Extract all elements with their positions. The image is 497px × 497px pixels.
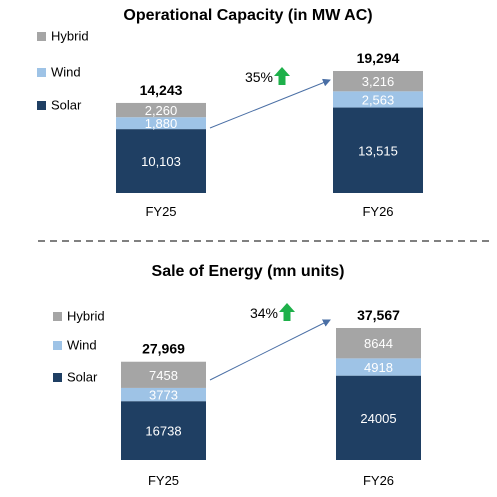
chart1-data-label-hybrid-fy26: 3,216 — [362, 74, 395, 89]
chart1-bar-hybrid-fy25 — [116, 102, 206, 118]
chart2-legend-label-hybrid: Hybrid — [67, 309, 105, 324]
chart2-total-fy25: 27,969 — [142, 341, 185, 357]
chart1-data-label-wind-fy26: 2,563 — [362, 92, 395, 107]
chart2-bar-wind-fy25 — [121, 387, 206, 402]
chart1-legend-label-wind: Wind — [51, 65, 81, 80]
chart2-legend-swatch-solar — [53, 373, 62, 382]
chart1-growth-up-arrow-icon — [274, 67, 290, 85]
chart1-bar-hybrid-fy26 — [333, 71, 423, 92]
chart1-data-label-solar-fy25: 10,103 — [141, 154, 181, 169]
chart2-legend-swatch-wind — [53, 341, 62, 350]
chart2-bar-wind-fy26 — [336, 358, 421, 376]
chart1-data-label-solar-fy26: 13,515 — [358, 143, 398, 158]
chart2-growth-label: 34% — [250, 305, 278, 321]
chart1-data-label-hybrid-fy25: 2,260 — [145, 103, 178, 118]
chart2-legend-label-wind: Wind — [67, 338, 97, 353]
chart2-legend-swatch-hybrid — [53, 312, 62, 321]
chart2-total-fy26: 37,567 — [357, 307, 400, 323]
chart1-title: Operational Capacity (in MW AC) — [123, 7, 372, 24]
chart1-legend-swatch-solar — [37, 101, 46, 110]
chart1-legend-label-solar: Solar — [51, 98, 82, 113]
chart1-bar-solar-fy25 — [116, 129, 206, 193]
chart1-legend-swatch-wind — [37, 68, 46, 77]
chart2-trend-arrow — [209, 319, 331, 381]
chart1-legend-swatch-hybrid — [37, 32, 46, 41]
chart1-legend-label-hybrid: Hybrid — [51, 29, 89, 44]
chart2-data-label-hybrid-fy25: 7458 — [149, 368, 178, 383]
chart2-bar-solar-fy26 — [336, 375, 421, 460]
chart1-data-label-wind-fy25: 1,880 — [145, 116, 178, 131]
chart2-data-label-wind-fy26: 4918 — [364, 360, 393, 375]
chart1-growth-label: 35% — [245, 69, 273, 85]
chart2-data-label-solar-fy26: 24005 — [360, 411, 396, 426]
chart2-legend-label-solar: Solar — [67, 370, 98, 385]
chart2-bar-hybrid-fy25 — [121, 361, 206, 388]
chart1-bar-wind-fy26 — [333, 91, 423, 108]
chart1-bar-solar-fy26 — [333, 107, 423, 193]
chart2-title: Sale of Energy (mn units) — [152, 263, 345, 280]
chart1-bar-wind-fy25 — [116, 117, 206, 130]
chart2-bar-solar-fy25 — [121, 401, 206, 460]
chart1-category-label-fy26: FY26 — [362, 204, 393, 219]
chart2-category-label-fy26: FY26 — [363, 473, 394, 488]
chart1-total-fy25: 14,243 — [140, 82, 183, 98]
chart2-data-label-solar-fy25: 16738 — [145, 424, 181, 439]
chart1-total-fy26: 19,294 — [357, 50, 400, 66]
chart2-data-label-wind-fy25: 3773 — [149, 388, 178, 403]
chart1-trend-arrow — [209, 78, 331, 129]
chart2-data-label-hybrid-fy26: 8644 — [364, 336, 393, 351]
chart2-category-label-fy25: FY25 — [148, 473, 179, 488]
chart2-growth-up-arrow-icon — [279, 303, 295, 321]
chart2-bar-hybrid-fy26 — [336, 328, 421, 359]
chart1-category-label-fy25: FY25 — [145, 204, 176, 219]
